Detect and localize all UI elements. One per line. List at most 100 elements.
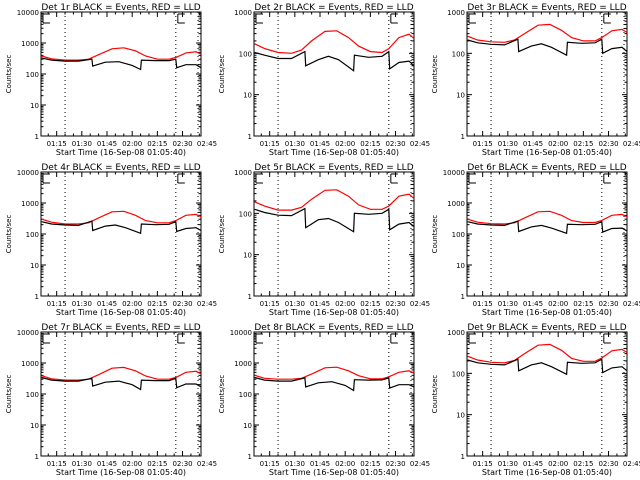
y-tick-label: 1000 [234, 9, 252, 17]
x-tick-label: 02:45 [197, 460, 217, 468]
y-tick-label: 1 [461, 453, 465, 461]
bracket-marker [603, 333, 611, 344]
x-tick-label: 02:45 [623, 140, 640, 148]
bracket-marker [42, 13, 50, 24]
y-tick-label: 100 [239, 50, 252, 58]
x-tick-label: 02:00 [122, 460, 142, 468]
x-tick-label: 02:45 [410, 460, 430, 468]
y-tick-label: 10 [30, 422, 39, 430]
y-tick-label: 10 [456, 92, 465, 100]
y-axis-label: Counts/sec [431, 375, 439, 414]
x-tick-label: 01:30 [285, 300, 305, 308]
series-line-lld [254, 30, 415, 54]
bracket-marker [468, 173, 476, 184]
y-axis-label: Counts/sec [431, 215, 439, 254]
x-tick-label: 01:15 [473, 140, 493, 148]
plot-frame [466, 171, 628, 297]
y-axis-label: Counts/sec [218, 215, 226, 254]
chart-title: Det 9r BLACK = Events, RED = LLD [467, 323, 626, 333]
series-line-lld [467, 343, 628, 364]
plot-frame [40, 11, 202, 137]
y-tick-label: 10000 [17, 9, 39, 17]
series-line-events [254, 376, 415, 392]
y-axis-label: Counts/sec [5, 55, 13, 94]
chart-panel-4: Det 4r BLACK = Events, RED = LLD 1 10 100 10… [5, 163, 217, 317]
y-axis-label: Counts/sec [218, 55, 226, 94]
x-tick-label: 02:30 [598, 300, 618, 308]
y-tick-label: 100 [26, 391, 39, 399]
series-line-events [41, 376, 202, 391]
x-tick-label: 02:45 [197, 140, 217, 148]
x-tick-label: 01:15 [47, 300, 67, 308]
y-tick-label: 1000 [447, 9, 465, 17]
x-tick-label: 01:45 [97, 140, 117, 148]
x-tick-label: 02:45 [623, 300, 640, 308]
x-tick-label: 01:45 [310, 460, 330, 468]
y-tick-label: 100 [452, 370, 465, 378]
y-axis-label: Counts/sec [431, 55, 439, 94]
y-tick-label: 100 [452, 231, 465, 239]
y-tick-label: 100 [26, 231, 39, 239]
series-line-lld [41, 210, 202, 225]
x-axis-label: Start Time (16-Sep-08 01:05:40) [482, 468, 612, 477]
x-tick-label: 02:30 [598, 140, 618, 148]
x-tick-label: 02:45 [623, 460, 640, 468]
x-axis-label: Start Time (16-Sep-08 01:05:40) [56, 148, 186, 157]
chart-title: Det 6r BLACK = Events, RED = LLD [467, 163, 626, 173]
series-line-events [467, 38, 628, 57]
y-tick-label: 1000 [447, 329, 465, 337]
series-line-lld [254, 189, 415, 211]
bracket-marker [42, 333, 50, 344]
y-tick-label: 1 [248, 453, 252, 461]
y-tick-label: 10 [456, 412, 465, 420]
y-tick-label: 1000 [21, 360, 39, 368]
x-tick-label: 01:15 [260, 460, 280, 468]
y-tick-label: 10000 [17, 169, 39, 177]
x-tick-label: 02:30 [385, 300, 405, 308]
y-tick-label: 1 [35, 133, 39, 141]
x-tick-label: 01:15 [473, 460, 493, 468]
chart-title: Det 5r BLACK = Events, RED = LLD [254, 163, 413, 173]
chart-panel-9: Det 9r BLACK = Events, RED = LLD 1 10 100 10… [431, 323, 640, 477]
chart-title: Det 1r BLACK = Events, RED = LLD [41, 3, 200, 13]
x-tick-label: 01:15 [260, 300, 280, 308]
x-tick-label: 02:15 [573, 460, 593, 468]
y-tick-label: 10 [243, 252, 252, 260]
y-tick-label: 1 [461, 133, 465, 141]
x-tick-label: 02:00 [335, 460, 355, 468]
x-tick-label: 01:30 [72, 300, 92, 308]
series-line-events [254, 50, 415, 72]
plot-frame [253, 171, 415, 297]
x-tick-label: 01:30 [498, 460, 518, 468]
x-tick-label: 01:30 [285, 140, 305, 148]
y-axis-label: Counts/sec [218, 375, 226, 414]
y-tick-label: 10000 [230, 329, 252, 337]
y-tick-label: 1000 [21, 40, 39, 48]
x-tick-label: 02:00 [548, 140, 568, 148]
plot-frame [40, 171, 202, 297]
plot-frame [466, 11, 628, 137]
x-tick-label: 02:15 [360, 140, 380, 148]
series-line-events [467, 220, 628, 235]
x-tick-label: 01:45 [310, 140, 330, 148]
x-axis-label: Start Time (16-Sep-08 01:05:40) [482, 308, 612, 317]
x-tick-label: 02:30 [385, 140, 405, 148]
y-tick-label: 10 [30, 262, 39, 270]
chart-panel-3: Det 3r BLACK = Events, RED = LLD 1 10 100 10… [431, 3, 640, 157]
x-tick-label: 02:15 [147, 140, 167, 148]
x-tick-label: 02:00 [122, 140, 142, 148]
y-axis-label: Counts/sec [5, 215, 13, 254]
bracket-marker [468, 333, 476, 344]
x-tick-label: 02:00 [122, 300, 142, 308]
chart-panel-5: Det 5r BLACK = Events, RED = LLD 1 10 100 10… [218, 163, 430, 317]
chart-panel-6: Det 6r BLACK = Events, RED = LLD 1 10 100 10… [431, 163, 640, 317]
x-tick-label: 01:15 [260, 140, 280, 148]
y-tick-label: 100 [239, 391, 252, 399]
x-tick-label: 02:30 [172, 300, 192, 308]
plot-frame [253, 331, 415, 457]
x-tick-label: 02:15 [360, 300, 380, 308]
bracket-marker [177, 173, 185, 184]
y-tick-label: 1000 [234, 360, 252, 368]
chart-panel-2: Det 2r BLACK = Events, RED = LLD 1 10 100 10… [218, 3, 430, 157]
series-line-events [41, 57, 202, 71]
